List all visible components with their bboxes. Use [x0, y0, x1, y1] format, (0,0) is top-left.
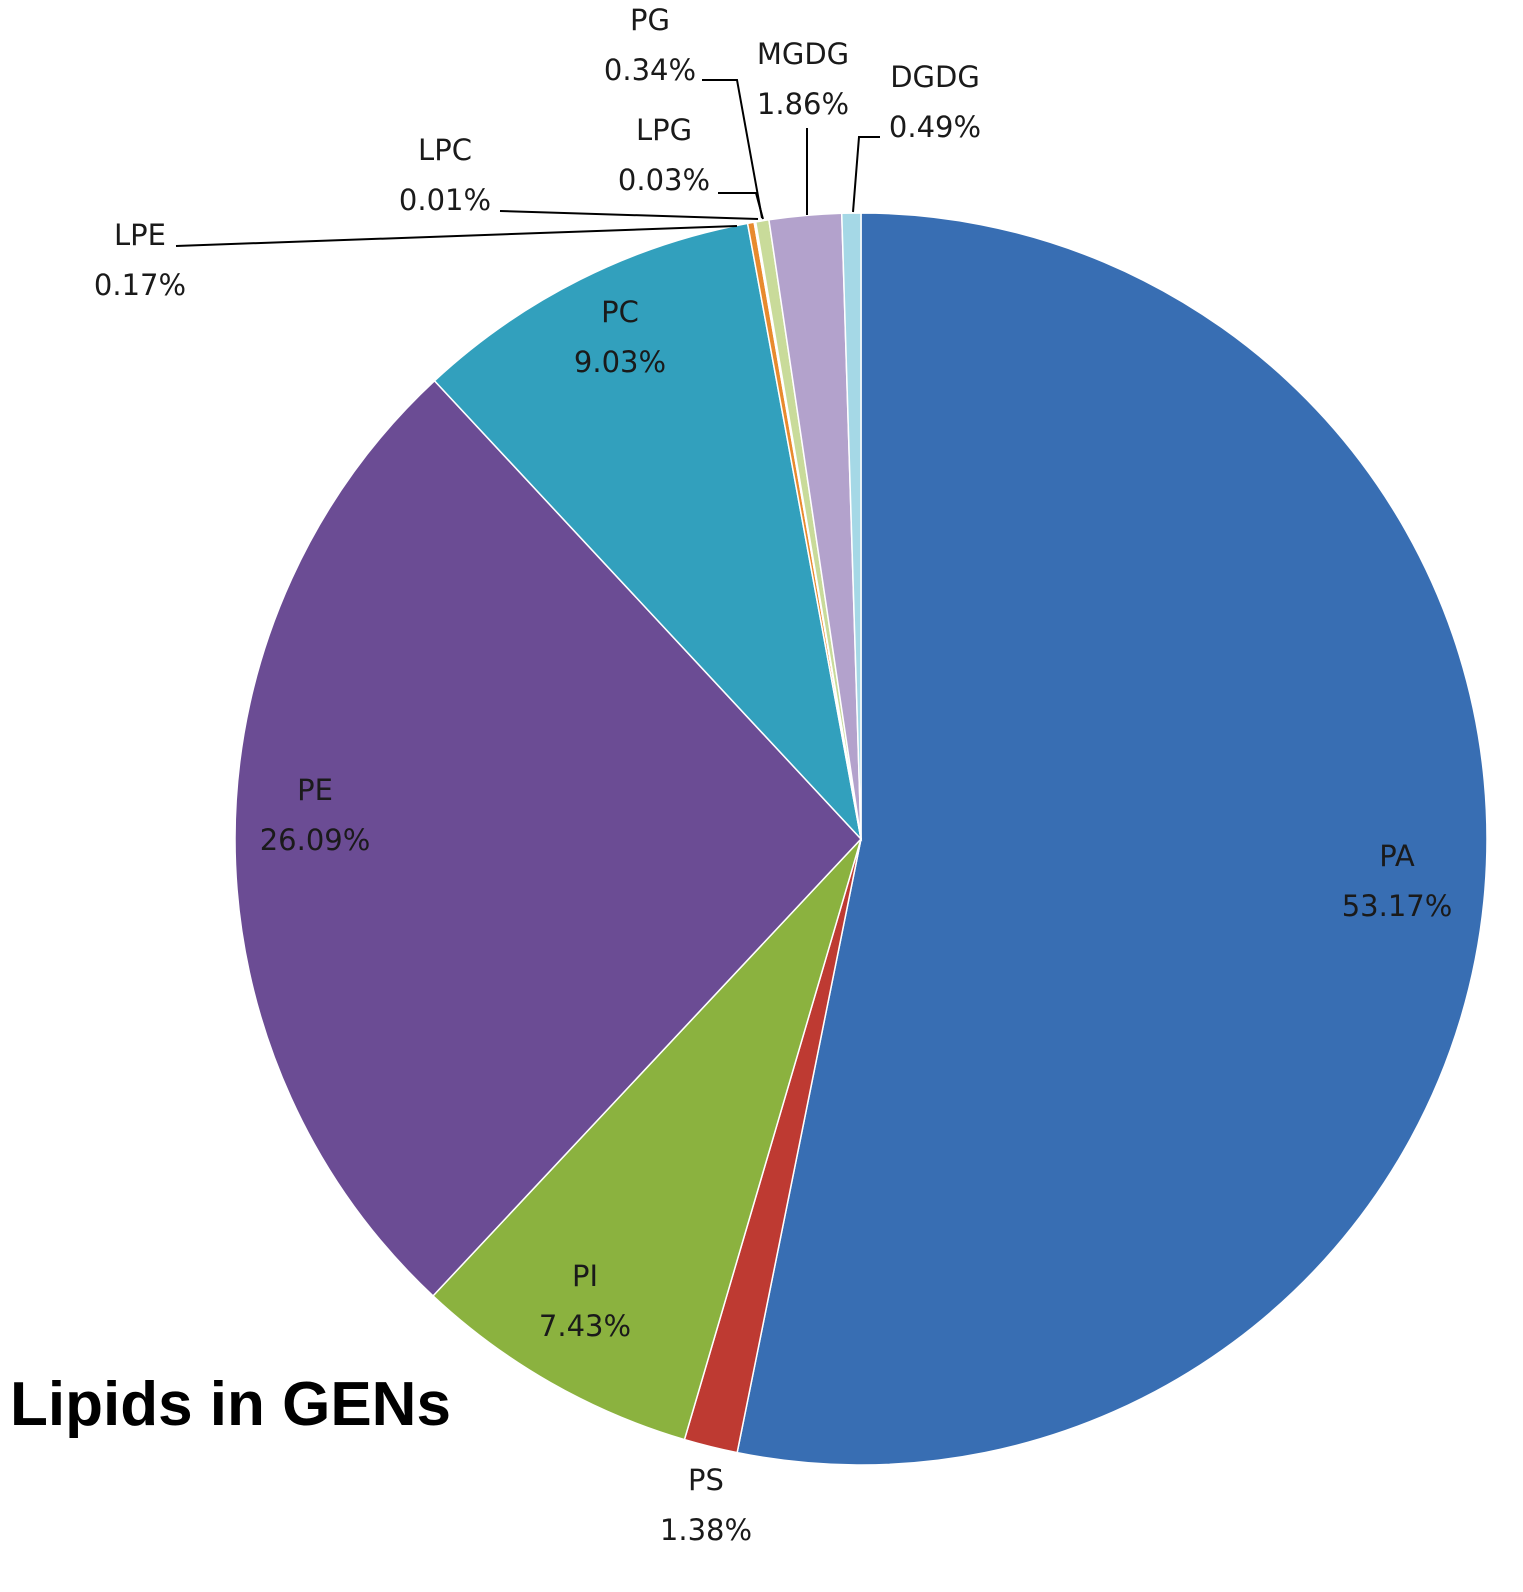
pie-slice-pc — [433, 222, 863, 842]
slice-value-pi: 7.43% — [539, 1309, 631, 1343]
slice-value-pg: 0.34% — [604, 53, 696, 87]
leader-line-dgdg — [852, 136, 880, 213]
leader-line-lpg — [718, 192, 764, 220]
leader-line-lpe — [175, 225, 738, 247]
leader-line-pg — [702, 79, 763, 219]
pie-slice-pe — [234, 379, 863, 1297]
pie-slice-dgdg — [840, 212, 862, 840]
slice-value-pe: 26.09% — [260, 823, 371, 857]
slice-labels: PA 53.17% PS 1.38% PI 7.43% PE 26.09% PC 9.03% LPE… — [94, 3, 1452, 1547]
slice-label-pg: PG — [630, 3, 670, 37]
leader-line-lpc — [499, 210, 759, 220]
slice-label-lpc: LPC — [418, 133, 472, 167]
slice-label-pe: PE — [297, 773, 333, 807]
slice-value-pa: 53.17% — [1342, 889, 1453, 923]
pie-slices — [234, 212, 1488, 1466]
slice-value-ps: 1.38% — [660, 1513, 752, 1547]
slice-value-dgdg: 0.49% — [889, 110, 981, 144]
slice-value-lpe: 0.17% — [94, 268, 186, 302]
pie-slice-pi — [431, 838, 862, 1441]
slice-value-pc: 9.03% — [574, 345, 666, 379]
slice-label-pc: PC — [601, 295, 639, 329]
slice-label-ps: PS — [688, 1463, 724, 1497]
slice-label-pa: PA — [1379, 839, 1415, 873]
chart-title: Lipids in GENs — [10, 1370, 451, 1439]
slice-label-dgdg: DGDG — [890, 60, 980, 94]
pie-slice-pa — [736, 212, 1488, 1466]
slice-label-mgdg: MGDG — [757, 37, 849, 71]
slice-label-lpe: LPE — [114, 218, 166, 252]
slice-value-lpc: 0.01% — [399, 183, 491, 217]
slice-value-lpg: 0.03% — [618, 163, 710, 197]
slice-label-pi: PI — [572, 1259, 598, 1293]
leader-lines — [175, 79, 880, 247]
slice-label-lpg: LPG — [636, 113, 692, 147]
slice-value-mgdg: 1.86% — [757, 87, 849, 121]
